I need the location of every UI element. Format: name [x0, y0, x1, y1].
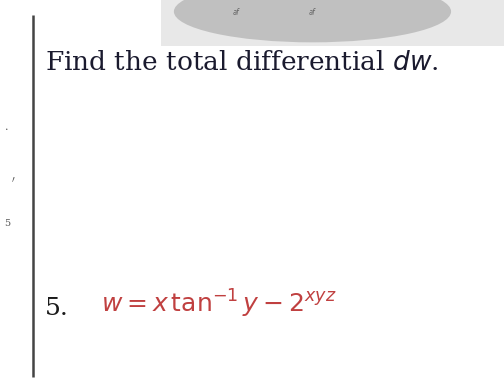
- Text: $\mathit{\prime}$: $\mathit{\prime}$: [11, 174, 16, 184]
- Text: Find the total differential $\mathit{dw}$.: Find the total differential $\mathit{dw}…: [45, 50, 439, 75]
- FancyBboxPatch shape: [0, 0, 151, 46]
- Text: $\partial f$: $\partial f$: [307, 6, 318, 17]
- Text: 5.: 5.: [45, 296, 69, 320]
- Text: .: .: [5, 122, 9, 132]
- Text: 5: 5: [4, 219, 10, 228]
- FancyBboxPatch shape: [0, 0, 504, 46]
- Ellipse shape: [174, 0, 451, 42]
- FancyBboxPatch shape: [0, 0, 161, 46]
- Text: $\partial f$: $\partial f$: [232, 6, 242, 17]
- Text: $w = x\,\tan^{-1}y - 2^{xyz}$: $w = x\,\tan^{-1}y - 2^{xyz}$: [101, 287, 336, 320]
